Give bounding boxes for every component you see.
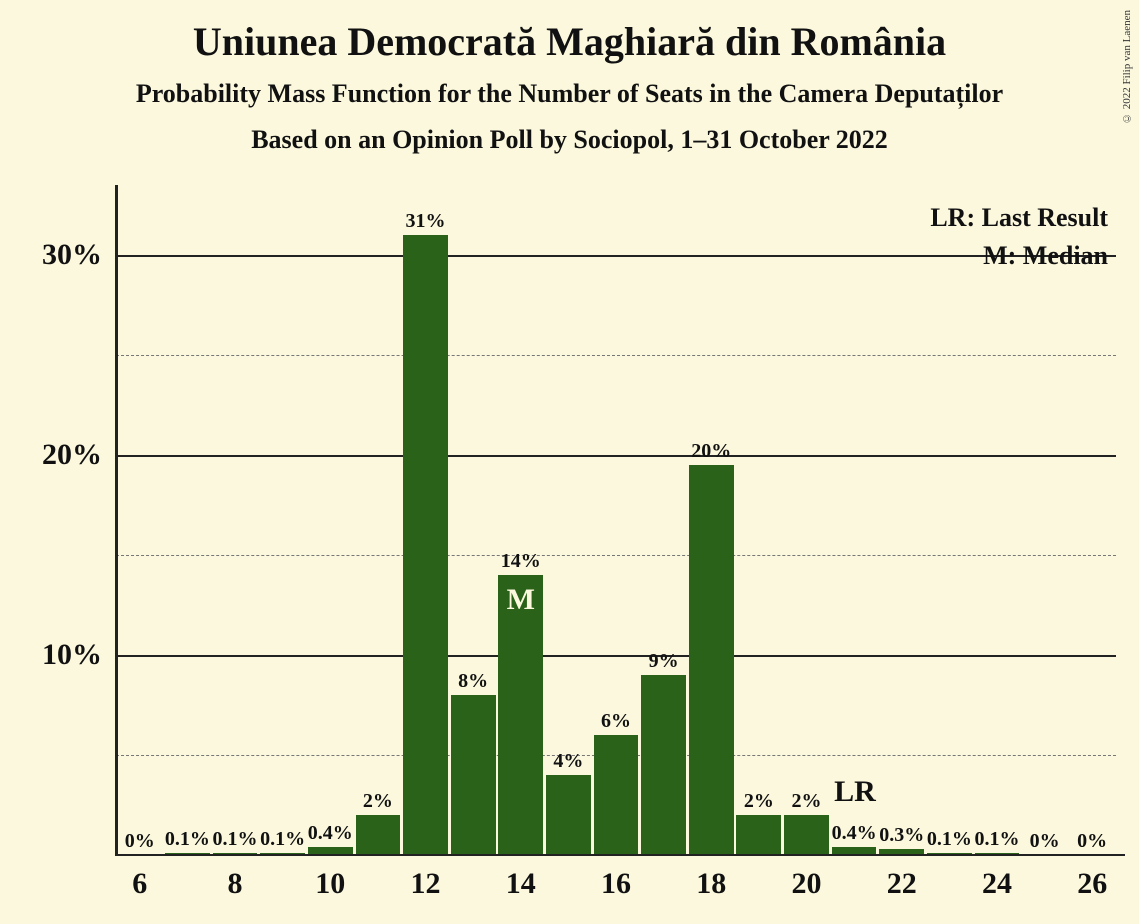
y-tick-label: 10% [42,638,102,672]
bar: 2% [736,815,781,855]
x-tick-label: 20 [791,867,821,901]
bar-value-label: 2% [363,790,393,813]
bar-value-label: 0.1% [260,828,305,851]
bar-value-label: 31% [406,210,446,233]
x-tick-label: 18 [696,867,726,901]
bar-value-label: 2% [791,790,821,813]
bar-value-label: 0.1% [213,828,258,851]
legend-lr: LR: Last Result [930,203,1108,233]
bar-value-label: 9% [649,650,679,673]
x-tick-label: 10 [315,867,345,901]
legend-median: M: Median [983,241,1108,271]
bar-value-label: 0.4% [832,822,877,845]
x-axis [115,854,1125,857]
x-tick-label: 24 [982,867,1012,901]
bar: 6% [594,735,639,855]
bar-value-label: 0% [1030,830,1060,853]
bar-value-label: 0% [1077,830,1107,853]
grid-major [116,655,1116,657]
bar-value-label: 8% [458,670,488,693]
bar-value-label: 6% [601,710,631,733]
x-tick-label: 8 [228,867,243,901]
bar: 4% [546,775,591,855]
bar-value-label: 20% [691,440,731,463]
median-marker: M [507,583,535,617]
bar-value-label: 0% [125,830,155,853]
grid-minor [116,355,1116,356]
bar-value-label: 0.3% [879,824,924,847]
x-tick-label: 26 [1077,867,1107,901]
bar-value-label: 2% [744,790,774,813]
bar: 2% [356,815,401,855]
bar-value-label: 0.4% [308,822,353,845]
bar-value-label: 14% [501,550,541,573]
bar: 20% [689,465,734,855]
x-tick-label: 22 [887,867,917,901]
y-tick-label: 20% [42,438,102,472]
bar-value-label: 0.1% [165,828,210,851]
grid-major [116,455,1116,457]
chart-title: Uniunea Democrată Maghiară din România [0,0,1139,65]
bar-value-label: 0.1% [974,828,1019,851]
credit-text: © 2022 Filip van Laenen [1121,10,1133,124]
x-tick-label: 12 [411,867,441,901]
bar: 2% [784,815,829,855]
x-tick-label: 6 [132,867,147,901]
grid-major [116,255,1116,257]
bar: 8% [451,695,496,855]
last-result-marker: LR [834,775,876,809]
bar: 9% [641,675,686,855]
x-tick-label: 16 [601,867,631,901]
bar: 31% [403,235,448,855]
chart-plot-area: 10%20%30%0%0.1%0.1%0.1%0.4%2%31%8%14%M4%… [116,195,1116,855]
chart-subtitle-2: Based on an Opinion Poll by Sociopol, 1–… [0,109,1139,155]
bar-value-label: 4% [553,750,583,773]
bar-value-label: 0.1% [927,828,972,851]
grid-minor [116,555,1116,556]
bar: 14%M [498,575,543,855]
y-axis [115,185,118,855]
x-tick-label: 14 [506,867,536,901]
y-tick-label: 30% [42,238,102,272]
chart-subtitle-1: Probability Mass Function for the Number… [0,65,1139,109]
